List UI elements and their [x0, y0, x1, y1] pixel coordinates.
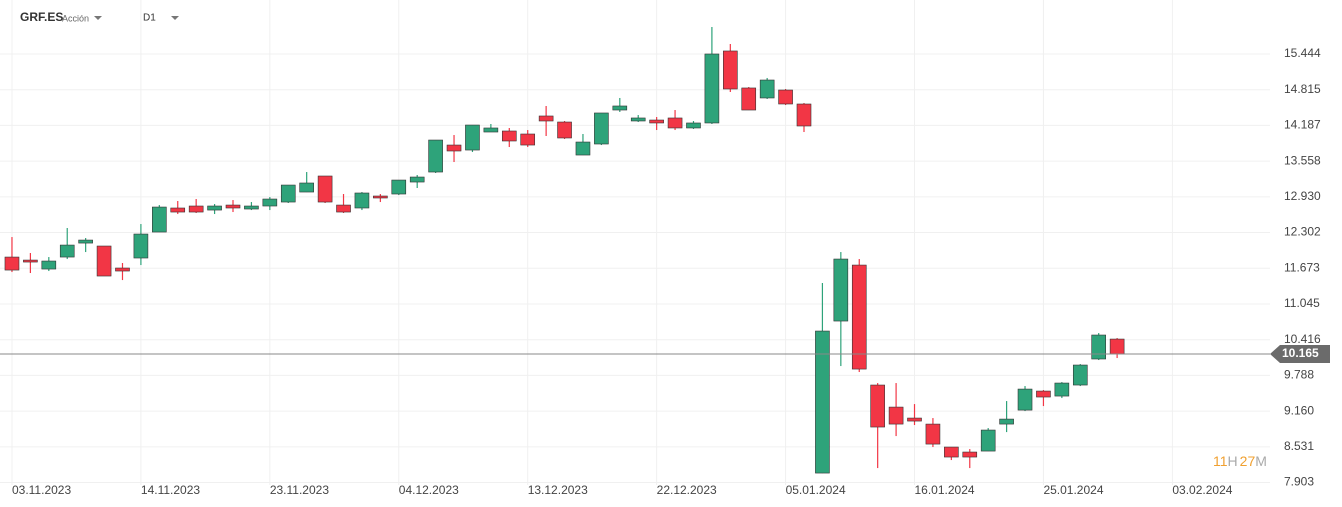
candle-body — [686, 122, 701, 129]
symbol[interactable]: GRF.ES — [20, 10, 63, 24]
candle-body — [1109, 338, 1125, 355]
candle-body — [96, 245, 112, 277]
countdown-minutes-unit: M — [1255, 453, 1267, 469]
candle-body — [1036, 390, 1051, 398]
instrument-kind: Acción — [62, 13, 89, 23]
candle-body — [299, 182, 314, 193]
timeframe-dropdown[interactable] — [171, 16, 179, 20]
candle-body — [851, 264, 867, 370]
timeframe[interactable]: D1 — [143, 13, 156, 24]
candle-body — [483, 127, 499, 133]
candle-body — [336, 204, 351, 213]
candle-body — [723, 50, 738, 90]
candle-body — [317, 175, 333, 203]
y-tick-label: 7.903 — [1284, 475, 1314, 489]
candle-body — [225, 204, 241, 209]
y-tick-label: 12.930 — [1284, 189, 1321, 203]
candle-body — [888, 406, 904, 425]
candle-body — [667, 117, 683, 129]
candle-body — [428, 139, 443, 173]
candle-body — [575, 141, 591, 156]
candle-body — [649, 119, 664, 124]
y-tick-label: 9.160 — [1284, 403, 1314, 417]
candle-body — [78, 239, 93, 244]
y-tick-label: 11.045 — [1284, 296, 1320, 310]
y-tick-label: 13.558 — [1284, 153, 1321, 167]
candle-body — [612, 105, 628, 111]
candle-body — [133, 233, 149, 259]
candle-body — [354, 192, 370, 209]
x-tick-label: 03.11.2023 — [12, 483, 71, 497]
candle-body — [815, 330, 830, 474]
candle-body — [759, 79, 775, 99]
x-tick-label: 23.11.2023 — [270, 483, 329, 497]
countdown-hours-unit: H — [1228, 453, 1238, 469]
candle-body — [188, 205, 204, 213]
candle-body — [520, 133, 536, 146]
candle-body — [207, 205, 222, 211]
candle-body — [244, 205, 259, 210]
x-tick-label: 25.01.2024 — [1043, 483, 1103, 497]
candle-body — [1091, 334, 1107, 360]
candle-body — [41, 260, 57, 270]
candle-body — [391, 179, 407, 195]
candle-body — [778, 89, 793, 105]
candle-body — [170, 207, 186, 213]
candle-body — [59, 244, 75, 258]
candle-body — [1054, 382, 1070, 397]
countdown: 11H 27M — [1213, 453, 1267, 469]
candle-body — [833, 258, 849, 322]
x-tick-label: 22.12.2023 — [657, 483, 717, 497]
candle-body — [538, 115, 554, 122]
countdown-minutes: 27 — [1240, 453, 1256, 469]
x-tick-label: 16.01.2024 — [915, 483, 975, 497]
candle-body — [4, 256, 20, 271]
x-tick-label: 05.01.2024 — [786, 483, 846, 497]
candle-body — [907, 417, 922, 422]
candle-body — [741, 87, 757, 111]
candle-body — [594, 112, 609, 145]
candle-body — [1072, 364, 1088, 386]
candle-body — [373, 195, 388, 199]
last-price-tag — [1270, 345, 1330, 364]
y-tick-label: 15.444 — [1284, 46, 1321, 60]
candle-body — [23, 259, 38, 263]
candle-body — [280, 184, 296, 203]
x-tick-label: 13.12.2023 — [528, 483, 588, 497]
candle-body — [999, 418, 1014, 425]
x-tick-label: 04.12.2023 — [399, 483, 459, 497]
candle-body — [465, 124, 480, 151]
candle-body — [1017, 388, 1033, 411]
symbol-dropdown[interactable] — [94, 16, 102, 20]
candle-body — [446, 144, 462, 152]
candle-body — [704, 53, 720, 124]
plot — [4, 26, 1125, 474]
candle-body — [409, 176, 425, 183]
candle-body — [962, 451, 978, 458]
candle-body — [501, 130, 517, 142]
candle-body — [980, 429, 996, 452]
last-price-label: 10.165 — [1282, 346, 1319, 360]
candle-body — [152, 206, 167, 233]
candle-body — [925, 423, 941, 445]
y-tick-label: 10.416 — [1284, 332, 1321, 346]
x-tick-label: 14.11.2023 — [141, 483, 200, 497]
candle-body — [870, 384, 885, 428]
y-tick-label: 14.815 — [1284, 82, 1321, 96]
x-tick-label: 03.02.2024 — [1172, 483, 1232, 497]
candle-body — [630, 117, 646, 122]
candle-body — [796, 103, 812, 127]
y-tick-label: 11.673 — [1284, 260, 1320, 274]
candle-body — [115, 267, 130, 272]
candle-body — [557, 121, 572, 139]
candle-body — [944, 446, 959, 458]
candle-body — [262, 198, 278, 207]
grid — [0, 0, 1270, 485]
y-tick-label: 9.788 — [1284, 368, 1314, 382]
y-tick-label: 8.531 — [1284, 439, 1314, 453]
countdown-hours: 11 — [1213, 453, 1228, 469]
y-tick-label: 14.187 — [1284, 118, 1321, 132]
y-tick-label: 12.302 — [1284, 225, 1321, 239]
